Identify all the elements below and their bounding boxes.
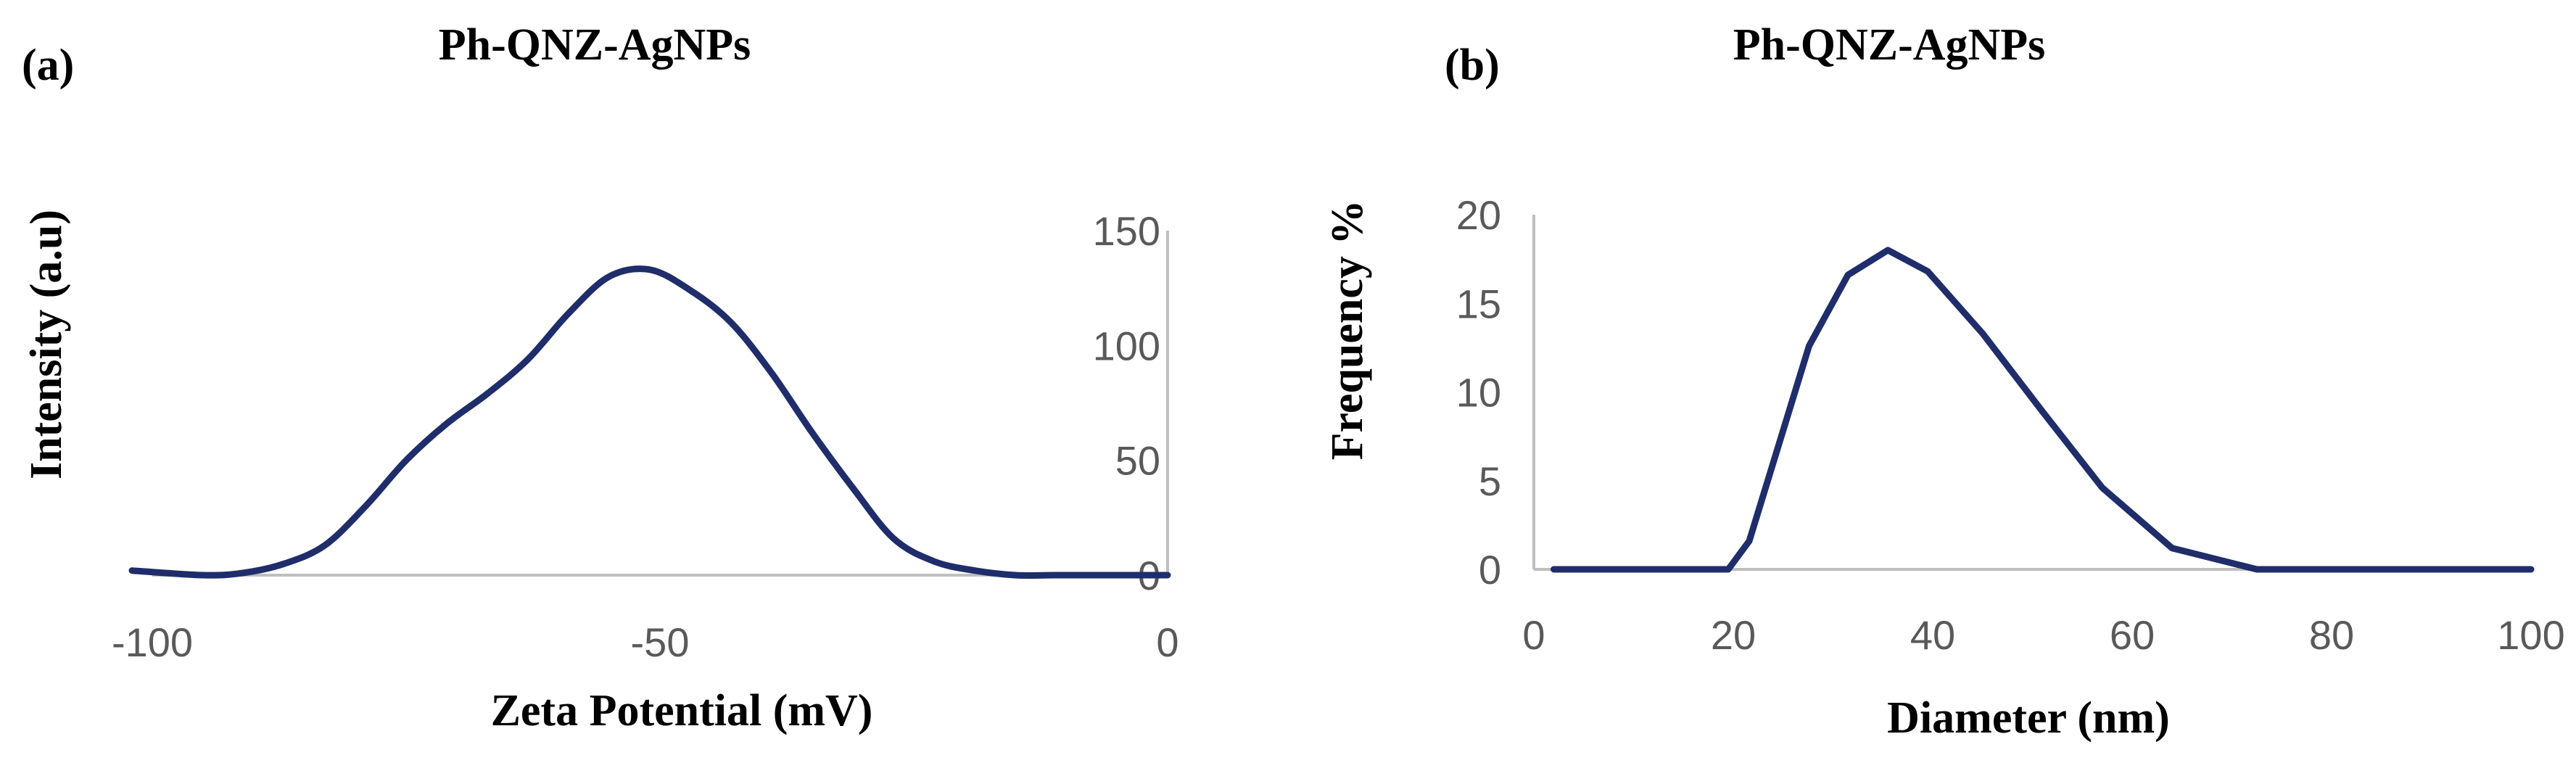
panel-b-y-tick-labels: 0 5 10 15 20 xyxy=(1456,192,1501,593)
panel-a-x-tick-label: -100 xyxy=(112,619,193,665)
panel-b-x-tick-label: 20 xyxy=(1711,612,1756,658)
panel-a-x-tick-label: -50 xyxy=(631,619,690,665)
panel-b-title: Ph-QNZ-AgNPs xyxy=(1733,20,2046,70)
panel-b-ylabel: Frequency % xyxy=(1323,200,1372,461)
panel-b-y-tick-label: 0 xyxy=(1479,547,1501,593)
panel-a-y-tick-label: 150 xyxy=(1093,208,1160,254)
panel-b-xlabel: Diameter (nm) xyxy=(1887,693,2170,743)
panel-b: (b) Ph-QNZ-AgNPs Frequency % Diameter (n… xyxy=(1323,20,2565,743)
panel-b-x-tick-labels: 0 20 40 60 80 100 xyxy=(1522,612,2564,658)
panel-a-title: Ph-QNZ-AgNPs xyxy=(439,20,751,70)
panel-b-y-tick-label: 15 xyxy=(1456,281,1501,326)
panel-b-x-tick-label: 80 xyxy=(2309,612,2354,658)
panel-a-data-line xyxy=(128,265,1171,579)
panel-a: (a) Ph-QNZ-AgNPs Intensity (a.u) Zeta Po… xyxy=(22,20,1179,735)
panel-b-x-tick-label: 60 xyxy=(2110,612,2155,658)
panel-b-x-tick-label: 0 xyxy=(1522,612,1545,658)
panel-a-series xyxy=(128,265,1171,579)
panel-a-y-tick-label: 50 xyxy=(1115,438,1160,484)
panel-a-x-tick-label: 0 xyxy=(1156,619,1178,665)
panel-b-label: (b) xyxy=(1445,41,1500,90)
panel-a-xlabel: Zeta Potential (mV) xyxy=(491,686,873,735)
panel-b-series xyxy=(1551,247,2535,573)
panel-b-x-tick-label: 100 xyxy=(2497,612,2564,658)
panel-b-y-tick-label: 5 xyxy=(1479,458,1501,504)
panel-b-x-tick-label: 40 xyxy=(1910,612,1955,658)
panel-b-y-tick-label: 20 xyxy=(1456,192,1501,238)
panel-a-label: (a) xyxy=(22,41,74,90)
panel-b-y-tick-label: 10 xyxy=(1456,370,1501,416)
panel-b-data-line xyxy=(1551,247,2535,573)
panel-a-x-tick-labels: -100 -50 0 xyxy=(112,619,1179,665)
panel-a-y-tick-label: 100 xyxy=(1093,323,1160,368)
panel-a-ylabel: Intensity (a.u) xyxy=(22,210,71,479)
